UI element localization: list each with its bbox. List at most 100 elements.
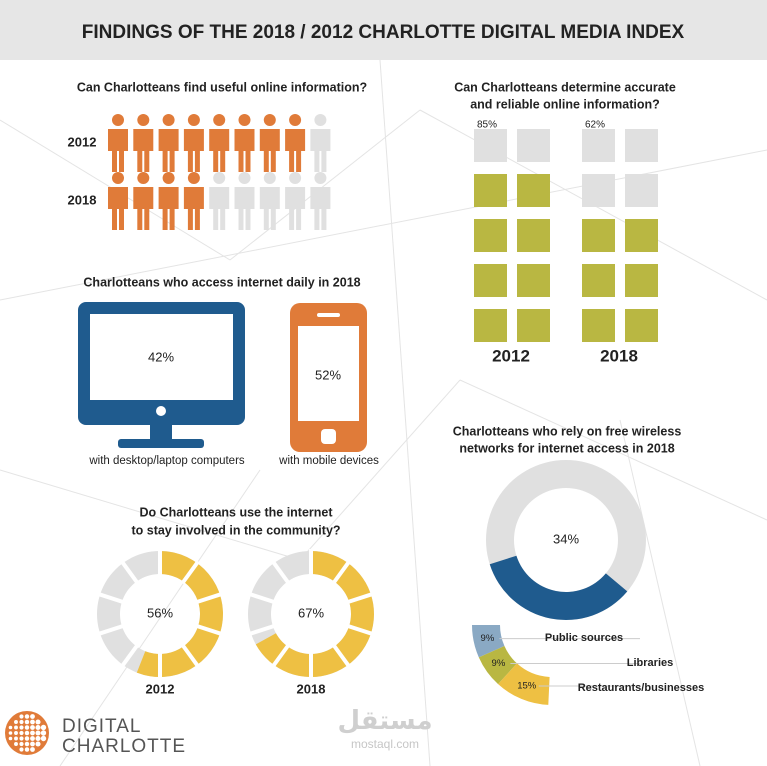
body — [259, 129, 280, 172]
body — [209, 129, 230, 172]
logo-dot — [24, 714, 30, 719]
grid-square — [582, 129, 615, 162]
logo-dot — [14, 725, 18, 730]
logo-dot — [30, 719, 35, 725]
grid-square — [625, 309, 658, 342]
head — [314, 172, 327, 184]
segment-gap — [120, 560, 140, 585]
segment-name: Libraries — [627, 657, 673, 669]
person-icon — [108, 114, 128, 172]
segment-name: Public sources — [545, 632, 623, 644]
grid-square — [474, 174, 507, 207]
breakdown-segment — [472, 625, 505, 658]
logo-dot — [8, 725, 13, 730]
body — [133, 187, 154, 230]
donut-year: 2012 — [146, 681, 175, 696]
person-icon — [259, 114, 280, 172]
logo-dot — [35, 724, 41, 731]
segment-gap — [195, 592, 223, 605]
logo-dot — [8, 736, 13, 741]
row-year: 2012 — [68, 134, 97, 149]
grid-square — [517, 174, 550, 207]
person-icon — [259, 172, 280, 230]
caption: with mobile devices — [278, 455, 379, 467]
body — [133, 129, 154, 172]
section-title: Charlotteans who rely on free wireless — [453, 424, 682, 438]
head — [213, 114, 226, 126]
section-title: to stay involved in the community? — [131, 523, 340, 537]
percent-label: 62% — [585, 120, 605, 131]
segment-label: 9% — [481, 633, 495, 644]
logo-dot — [19, 725, 24, 730]
logo-dot — [30, 747, 35, 752]
row-year: 2018 — [68, 192, 97, 207]
head — [289, 114, 302, 126]
head — [187, 172, 200, 184]
body — [108, 129, 128, 172]
segment-gap — [248, 592, 276, 605]
logo-dot — [30, 730, 35, 736]
logo-dot — [8, 731, 13, 735]
logo-dot — [19, 741, 24, 747]
person-icon — [234, 114, 255, 172]
person-icon — [234, 172, 255, 230]
caption: with desktop/laptop computers — [88, 455, 245, 467]
logo-dot — [35, 741, 41, 747]
head — [238, 114, 251, 126]
grid-square — [517, 309, 550, 342]
monitor-icon — [78, 302, 245, 448]
logo-dot — [30, 714, 35, 719]
body — [285, 187, 306, 230]
body — [209, 187, 230, 230]
head — [289, 172, 302, 184]
body — [310, 187, 331, 230]
donut-value — [489, 555, 628, 621]
logo-dot — [19, 747, 24, 752]
segment-gap — [331, 643, 351, 668]
logo-dot — [19, 736, 24, 741]
body — [183, 187, 204, 230]
header-bar — [0, 0, 767, 60]
person-icon — [133, 172, 154, 230]
body — [285, 129, 306, 172]
section-title: and reliable online information? — [470, 97, 660, 111]
person-icon — [108, 172, 128, 230]
logo-dot — [24, 725, 30, 730]
head — [112, 172, 124, 184]
segment-gap — [97, 623, 125, 636]
grid-square — [474, 129, 507, 162]
grid-square — [625, 264, 658, 297]
grid-square — [474, 264, 507, 297]
grid-square — [625, 219, 658, 252]
segment-gap — [97, 592, 125, 605]
section-title: Do Charlotteans use the internet — [139, 505, 333, 519]
grid-square — [517, 129, 550, 162]
person-icon — [285, 172, 306, 230]
percent-label: 56% — [147, 605, 173, 620]
percent-label: 52% — [315, 367, 341, 382]
percent-label: 67% — [298, 605, 324, 620]
logo-mark — [5, 711, 49, 755]
logo-dot — [40, 730, 47, 736]
head — [263, 172, 276, 184]
person-icon — [310, 172, 331, 230]
body — [158, 187, 179, 230]
body — [158, 129, 179, 172]
segment-gap — [271, 560, 291, 585]
column-year: 2018 — [600, 346, 638, 365]
head — [137, 114, 150, 126]
logo-dot — [40, 735, 47, 742]
person-icon — [285, 114, 306, 172]
head — [187, 114, 200, 126]
grid-square — [582, 219, 615, 252]
body — [234, 129, 255, 172]
logo-dot — [19, 730, 24, 736]
logo-dot — [30, 725, 35, 730]
segment-label: 9% — [492, 658, 506, 669]
segment-gap — [180, 643, 200, 668]
segment-gap — [248, 623, 276, 636]
logo-dot — [35, 735, 41, 742]
logo-dot — [24, 736, 30, 741]
segment-gap — [331, 560, 351, 585]
